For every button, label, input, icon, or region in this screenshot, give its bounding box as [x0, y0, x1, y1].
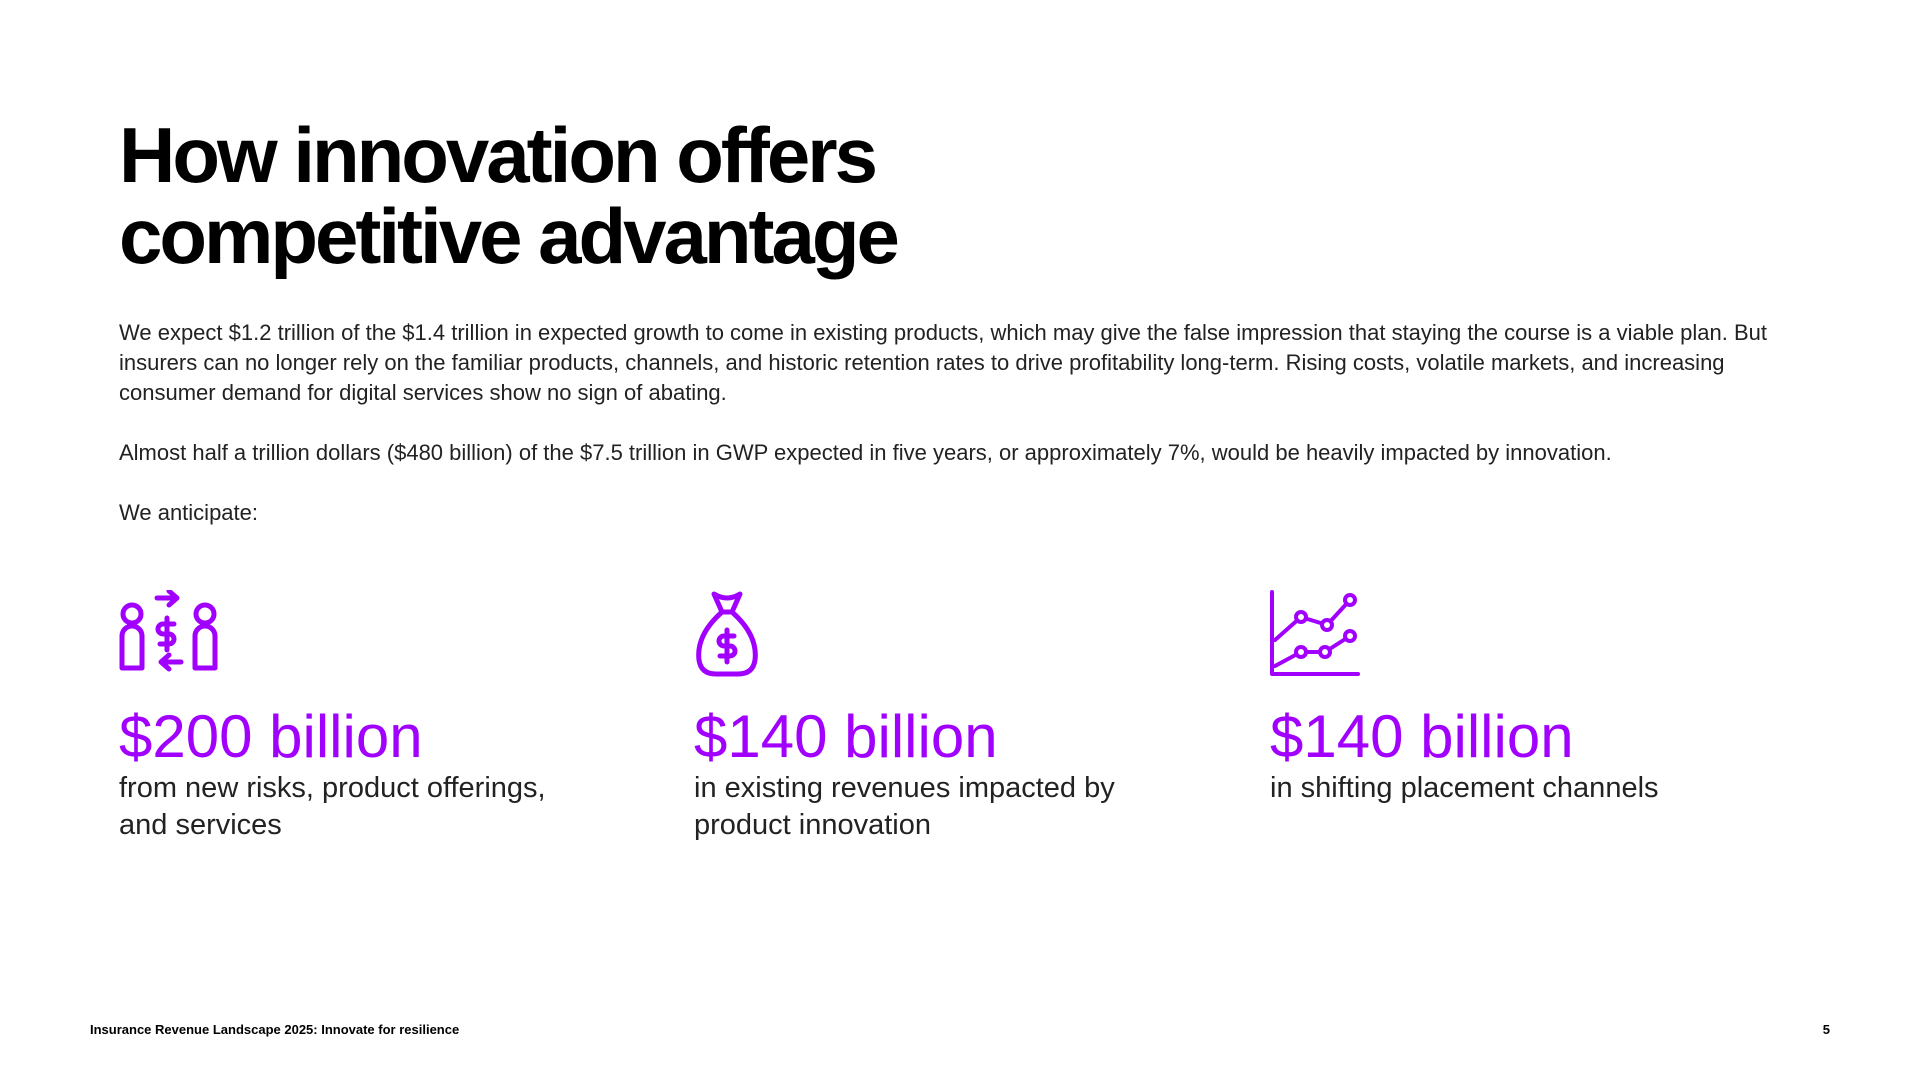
stat: $140 billion in existing revenues impact…: [694, 590, 1254, 844]
paragraph: Almost half a trillion dollars ($480 bil…: [119, 440, 1612, 465]
stat-value: $200 billion: [119, 703, 423, 770]
paragraph: We expect $1.2 trillion of the $1.4 tril…: [119, 320, 1768, 405]
title: How innovation offers competitive advant…: [119, 111, 900, 280]
stat: $140 billion in shifting placement chann…: [1270, 590, 1830, 807]
stat-description: in shifting placement channels: [1270, 772, 1659, 804]
footer-title: Insurance Revenue Landscape 2025: Innova…: [90, 1022, 460, 1037]
paragraph: We anticipate:: [119, 500, 259, 525]
line-chart-icon: [1270, 590, 1360, 676]
exchange-icon: [119, 590, 218, 672]
stat-description: from new risks, product offerings, and s…: [119, 772, 546, 841]
stat-value: $140 billion: [694, 703, 998, 770]
body-text: We expect $1.2 trillion of the $1.4 tril…: [119, 318, 1809, 558]
stat-description: in existing revenues impacted by product…: [694, 772, 1115, 841]
money-bag-icon: [696, 591, 758, 677]
page-number: 5: [1822, 1022, 1830, 1037]
stat-value: $140 billion: [1270, 703, 1574, 770]
stat: $200 billion from new risks, product off…: [119, 590, 679, 844]
